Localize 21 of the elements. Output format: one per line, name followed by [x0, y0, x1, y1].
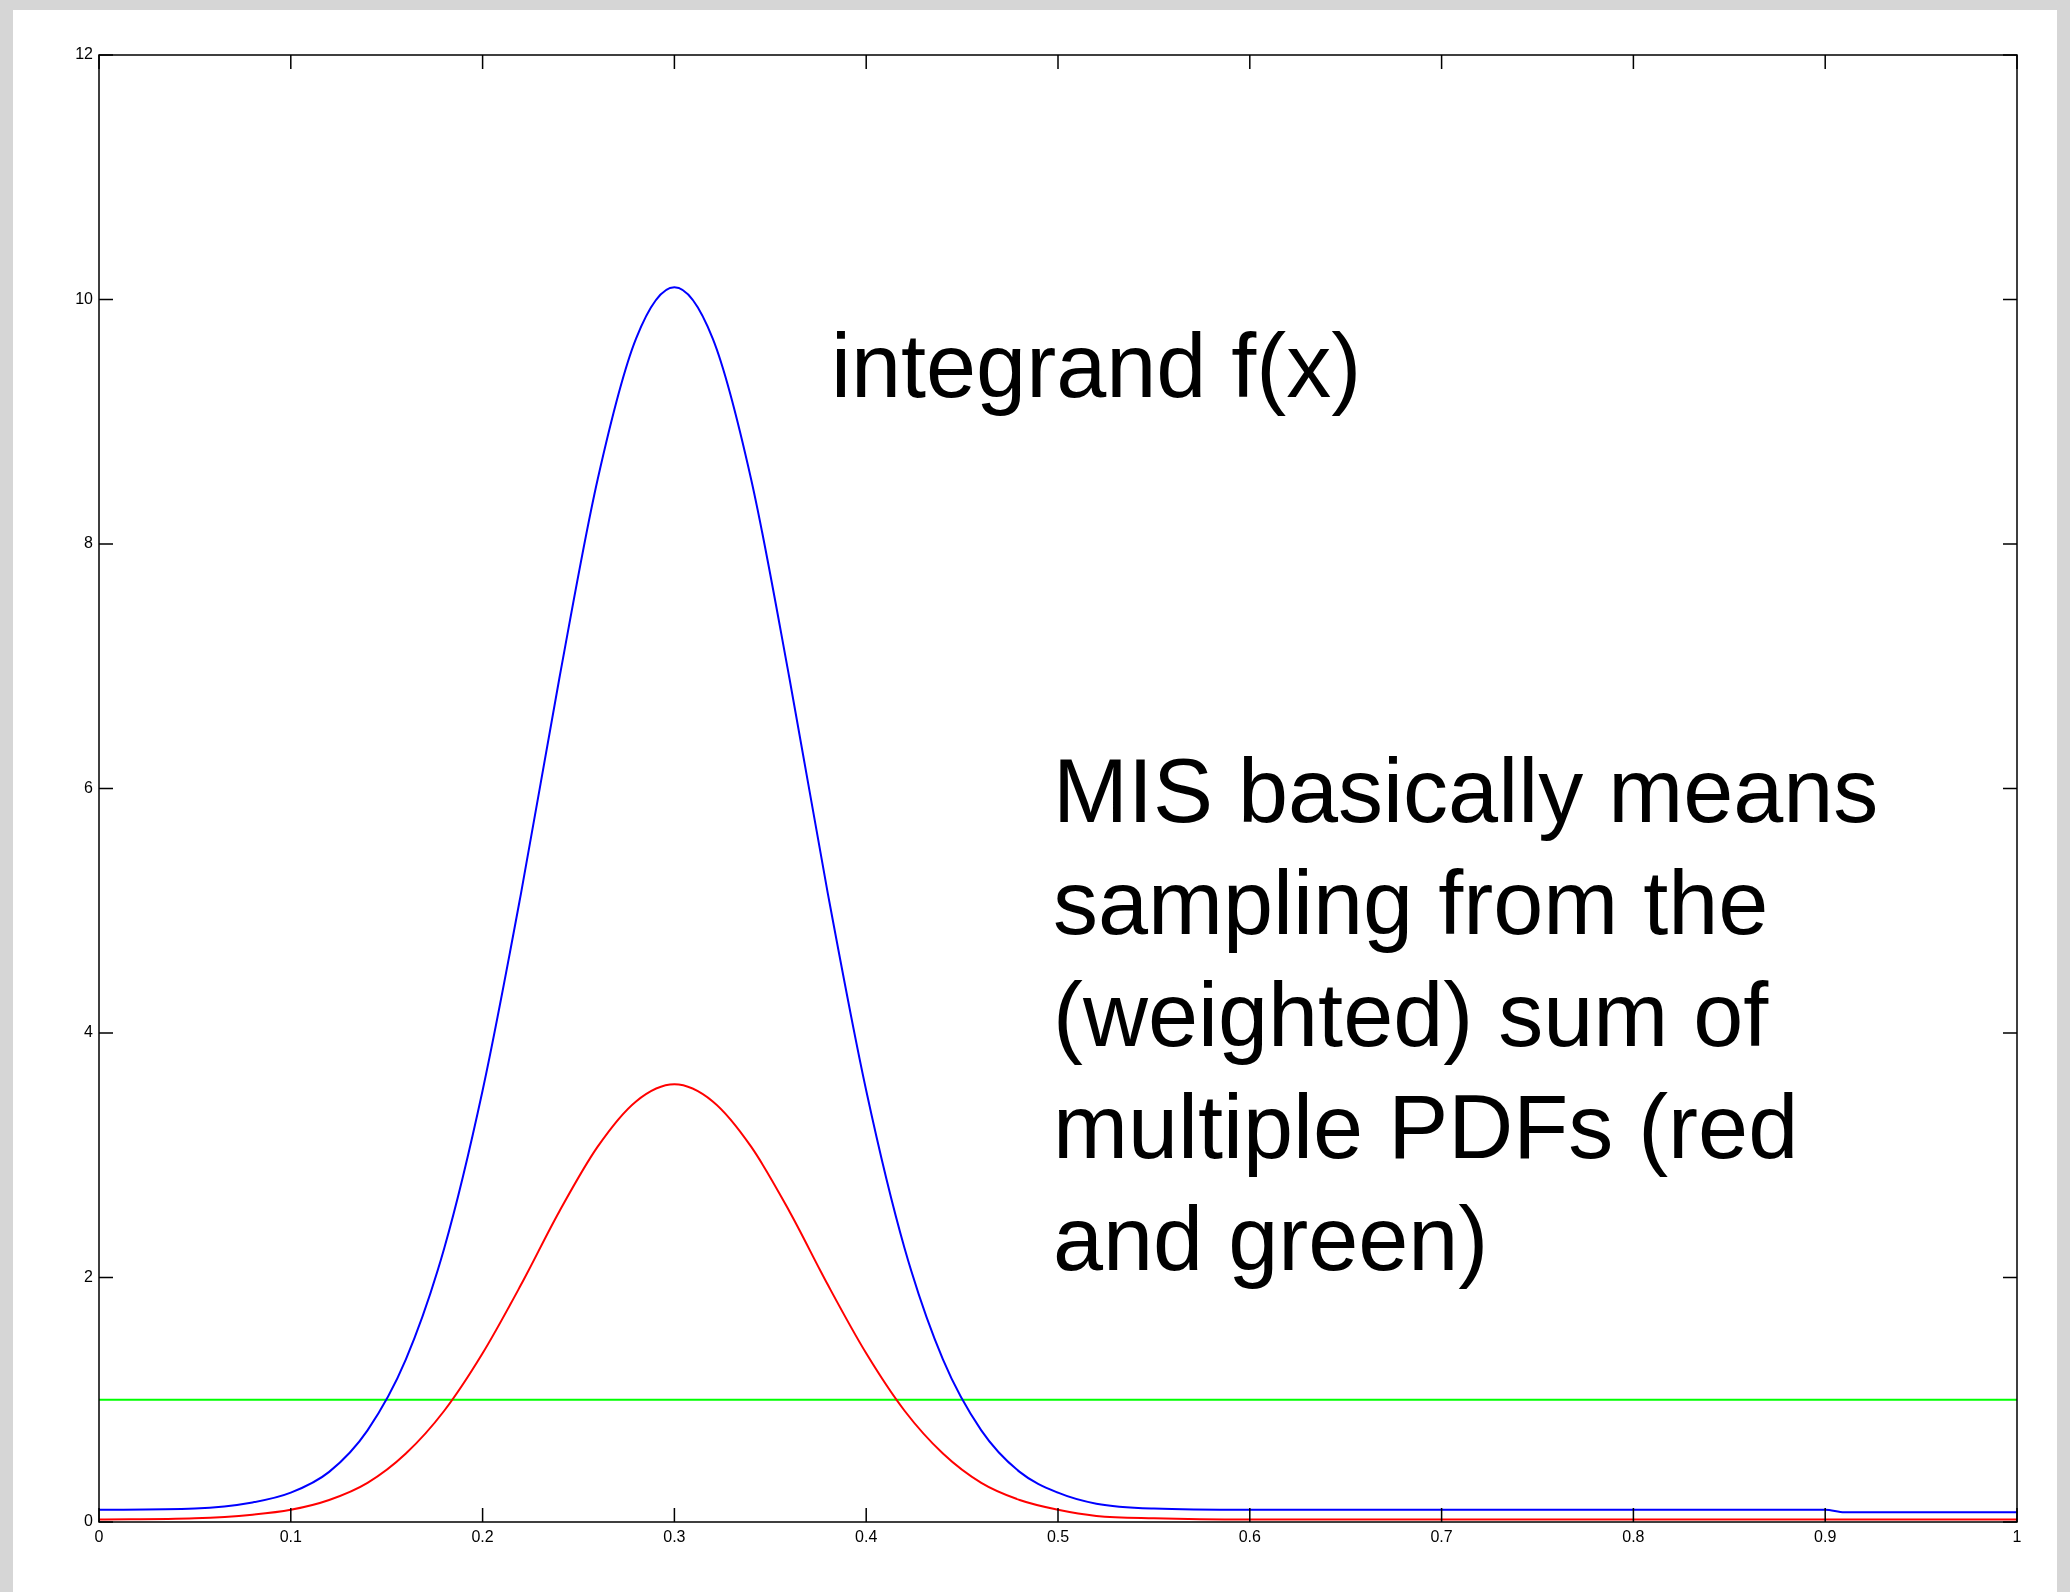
y-tick-label: 6	[84, 778, 94, 796]
line-series	[99, 286, 2017, 1514]
annotation: integrand f(x)	[831, 315, 1363, 418]
y-tick-label: 0	[84, 1512, 94, 1530]
x-tick-label: 1	[2012, 1528, 2022, 1546]
x-tick-label: 0.8	[1622, 1528, 1645, 1546]
y-tick-label: 2	[84, 1267, 94, 1285]
x-tick-label: 0.1	[279, 1528, 303, 1546]
y-tick-label: 4	[84, 1023, 94, 1041]
line-series	[99, 1083, 2017, 1521]
x-tick-label: 0.4	[855, 1528, 878, 1546]
x-tick-label: 0.2	[471, 1528, 494, 1546]
y-tick-label: 12	[75, 45, 94, 63]
x-tick-label: 0.7	[1430, 1528, 1453, 1546]
x-tick-label: 0.9	[1814, 1528, 1837, 1546]
x-tick-label: 0.5	[1046, 1528, 1070, 1546]
annotation: MIS basically means sampling from the (weighted) sum of multiple PDFs (red and green)	[1053, 740, 1880, 1291]
y-tick-label: 10	[75, 289, 94, 307]
x-tick-label: 0.3	[663, 1528, 686, 1546]
x-tick-label: 0.6	[1238, 1528, 1262, 1546]
y-tick-label: 8	[84, 534, 94, 552]
